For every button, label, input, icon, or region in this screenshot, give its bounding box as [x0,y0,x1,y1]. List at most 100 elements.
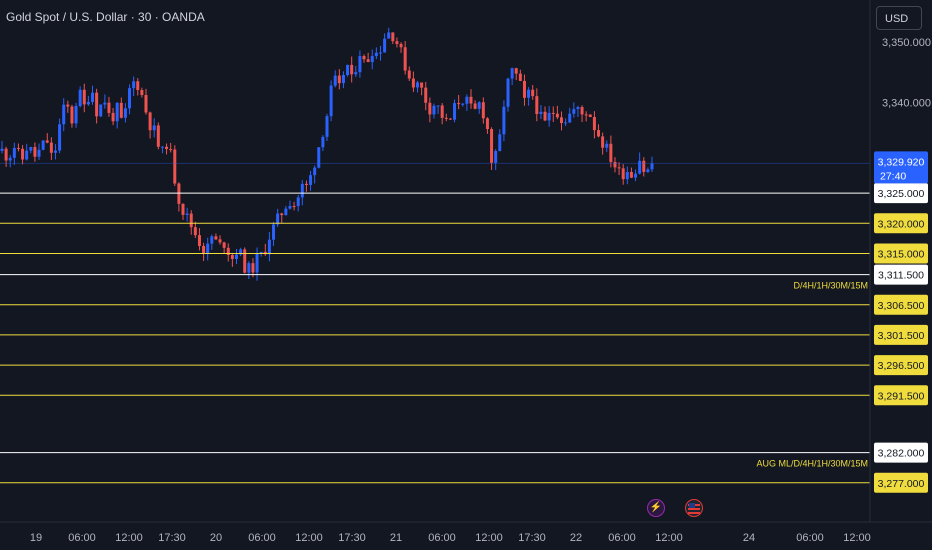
candle-body [197,235,201,246]
candle-body [16,147,20,149]
last-price-value: 3,329.920 [878,156,925,168]
lightning-event-icon[interactable]: ⚡ [647,499,665,517]
candle-body [387,32,391,39]
y-tick-label: 3,350.000 [882,37,931,49]
level-price-tag[interactable]: 3,315.000 [874,243,928,264]
candle-body [646,169,650,172]
level-price-tag[interactable]: 3,277.000 [874,472,928,493]
candle-body [4,148,8,161]
candle-body [239,249,243,255]
candle-body [609,143,613,162]
level-price-tag[interactable]: 3,282.000 [874,442,928,463]
price-tag-bg [874,324,928,345]
candle-body [160,146,164,148]
currency-button[interactable]: USD [876,6,922,30]
candle-body [601,136,605,148]
candle-body [296,197,300,207]
candle-body [230,255,234,259]
candle-body [391,32,395,42]
us-flag-event-icon[interactable] [685,499,703,517]
candle-body [226,247,230,256]
candle-body [173,149,177,184]
candle-body [428,102,432,115]
candle-body [535,96,539,115]
candles-layer [0,27,654,281]
level-price-tag[interactable]: 3,301.500 [874,324,928,345]
candle-body [304,183,308,185]
candle-body [374,52,378,57]
candle-body [551,112,555,114]
candle-body [62,104,66,125]
candle-body [580,107,584,115]
candle-body [403,47,407,71]
candle-body [461,103,465,105]
x-tick-label: 20 [210,532,222,544]
candle-body [284,208,288,216]
candle-body [440,105,444,118]
candle-body [650,163,654,170]
x-tick-label: 17:30 [338,532,366,544]
x-tick-label: 06:00 [248,532,276,544]
candle-body [210,236,214,244]
candle-body [86,101,90,105]
candle-body [49,142,53,153]
candle-body [444,117,448,119]
price-tag-bg [874,442,928,463]
candle-body [313,167,317,176]
candle-body [547,112,551,121]
level-price-tag[interactable]: 3,306.500 [874,294,928,315]
candle-body [148,112,152,131]
x-tick-label: 06:00 [68,532,96,544]
candle-body [518,73,522,81]
candle-body [481,102,485,119]
candle-body [140,90,144,96]
candle-body [494,151,498,163]
candle-body [424,87,428,103]
candle-body [78,89,82,107]
candle-body [29,147,33,151]
candle-body [95,92,99,117]
candle-body [41,140,45,150]
level-price-tag[interactable]: 3,320.000 [874,213,928,234]
candle-body [33,147,37,157]
candle-body [111,112,115,122]
candle-body [189,213,193,228]
candle-body [605,143,609,148]
candle-body [485,118,489,130]
candle-body [473,103,477,109]
x-tick-label: 12:00 [655,532,683,544]
level-price-tag[interactable]: 3,296.500 [874,355,928,376]
candle-body [206,243,210,254]
candle-body [333,75,337,86]
candle-body [58,124,62,151]
candle-body [251,263,255,273]
candle-body [498,134,502,152]
candle-body [119,102,123,118]
price-tag-bg [874,355,928,376]
chart-title: Gold Spot / U.S. Dollar · 30 · OANDA [6,10,205,24]
price-tag-bg [874,183,928,204]
candle-body [144,95,148,113]
candle-body [588,114,592,117]
candle-body [37,149,41,157]
price-tag-bg [874,264,928,285]
y-tick-label: 3,340.000 [882,98,931,110]
candle-body [531,89,535,97]
x-tick-label: 19 [30,532,42,544]
price-tag-bg [874,472,928,493]
candle-body [222,242,226,248]
candle-body [407,70,411,79]
candle-body [169,149,173,151]
candle-body [267,239,271,255]
level-price-tag[interactable]: 3,291.500 [874,385,928,406]
candle-body [276,213,280,225]
x-tick-label: 06:00 [796,532,824,544]
candle-body [592,116,596,131]
level-annotation: D/4H/1H/30M/15M [793,281,868,291]
candle-body [132,81,136,89]
candle-body [564,122,568,124]
level-price-tag[interactable]: 3,325.000 [874,183,928,204]
candle-body [559,117,563,124]
level-price-tag[interactable]: 3,311.500 [874,264,928,285]
